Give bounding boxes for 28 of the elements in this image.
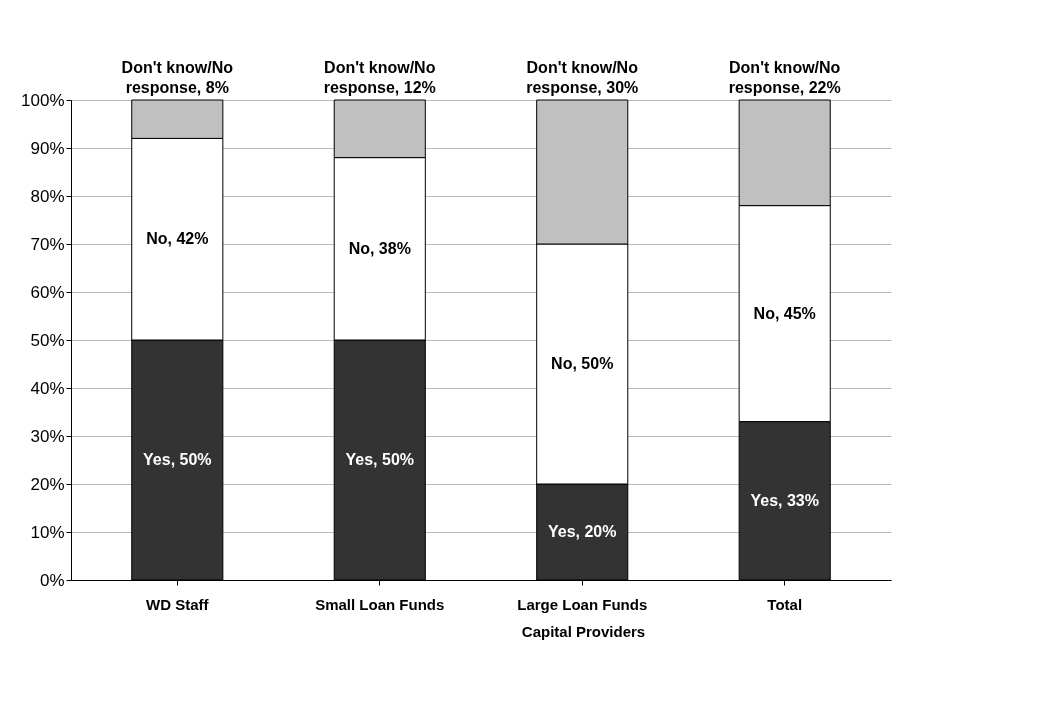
x-tick-label: Small Loan Funds	[315, 595, 445, 613]
y-tick-label: 30%	[30, 426, 65, 446]
x-tick-label: Total	[767, 595, 803, 613]
y-tick-label: 10%	[30, 522, 65, 542]
y-tick-label: 100%	[21, 90, 65, 110]
x-tick-label: Large Loan Funds	[517, 595, 648, 613]
data-label: Yes, 33%	[750, 491, 819, 509]
data-label: No, 50%	[551, 355, 614, 372]
data-label: Don't know/No response, 12%	[323, 59, 436, 96]
y-tick-label: 0%	[39, 570, 65, 590]
data-label: No, 45%	[753, 304, 816, 322]
y-tick-label: 60%	[30, 282, 65, 302]
y-tick-label: 90%	[30, 138, 65, 158]
data-label: Don't know/No response, 8%	[121, 59, 234, 96]
text: Capital Providers	[521, 623, 646, 640]
data-label: Don't know/No response, 30%	[526, 59, 639, 96]
y-tick-label: 50%	[30, 330, 65, 350]
y-tick-label: 40%	[30, 378, 65, 398]
data-label: Don't know/No response, 22%	[728, 59, 841, 96]
y-tick-label: 20%	[30, 474, 65, 494]
data-label: Yes, 50%	[345, 451, 415, 468]
data-label: No, 38%	[348, 239, 411, 257]
y-tick-label: 70%	[30, 234, 65, 254]
data-label: Yes, 20%	[547, 523, 617, 540]
x-tick-label: WD Staff	[146, 595, 210, 613]
data-label: Yes, 50%	[143, 451, 212, 468]
y-tick-label: 80%	[30, 186, 65, 206]
data-label: No, 42%	[146, 230, 209, 248]
